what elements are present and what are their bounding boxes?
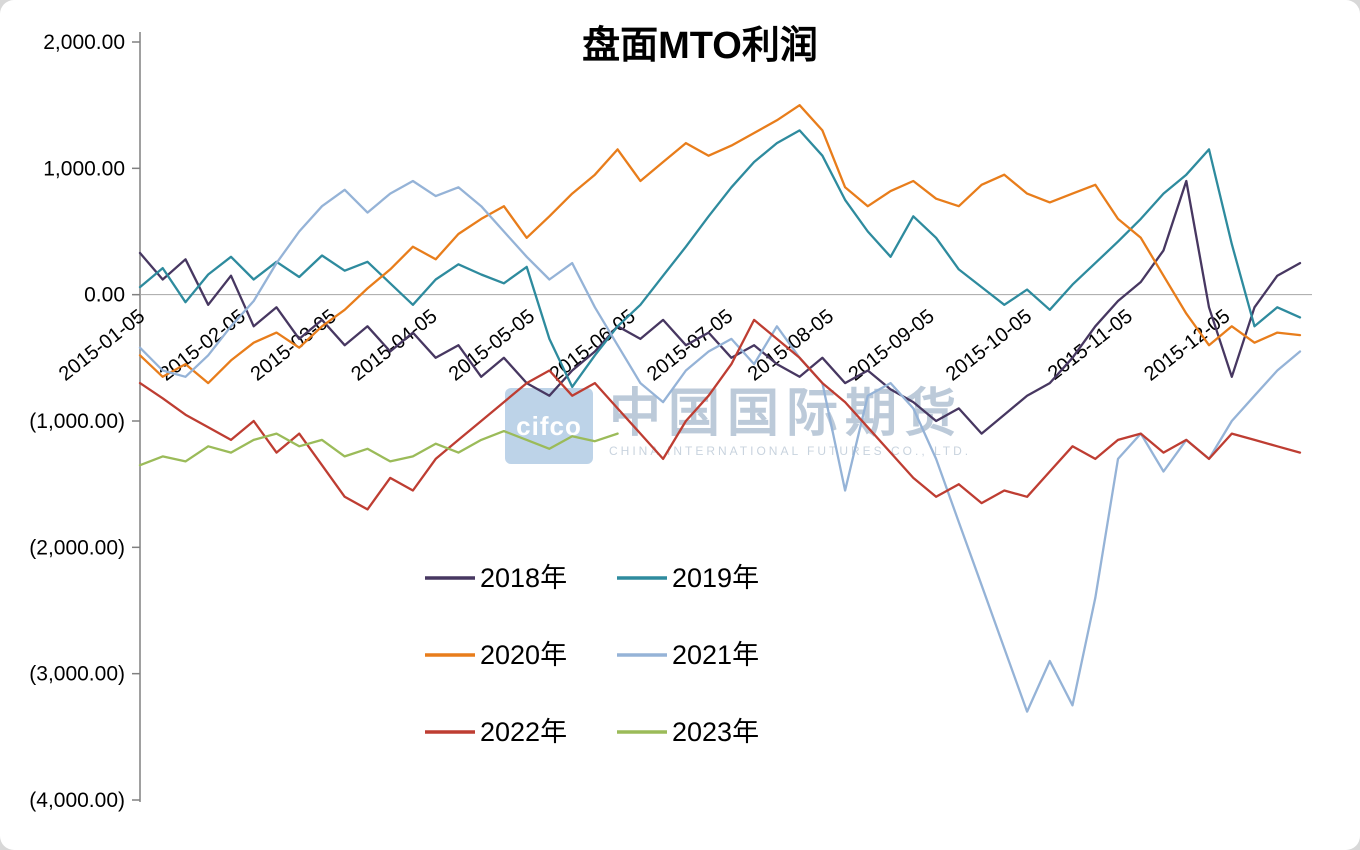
series-line-2022年 — [138, 318, 1302, 511]
y-axis-tick-label: (4,000.00) — [29, 789, 125, 812]
legend-label: 2019年 — [672, 563, 759, 593]
y-axis-tick-label: 0.00 — [84, 284, 125, 307]
y-axis-tick-label: 1,000.00 — [43, 157, 125, 180]
y-axis-tick-label: (3,000.00) — [29, 663, 125, 686]
legend-label: 2023年 — [672, 717, 759, 747]
y-axis-tick-label: (2,000.00) — [29, 536, 125, 559]
series-line-2019年 — [138, 129, 1302, 389]
series-line-2023年 — [138, 429, 619, 467]
series-line-2020年 — [138, 104, 1302, 385]
legend-label: 2018年 — [480, 563, 567, 593]
y-axis-tick-label: (1,000.00) — [29, 410, 125, 433]
y-axis-tick-label: 2,000.00 — [43, 31, 125, 54]
x-axis-tick-label: 2015-01-05 — [55, 305, 149, 385]
legend-label: 2020年 — [480, 640, 567, 670]
x-axis-tick-label: 2015-04-05 — [347, 305, 441, 385]
chart-title: 盘面MTO利润 — [582, 24, 818, 67]
watermark-english: CHINA INTERNATIONAL FUTURES CO., LTD. — [609, 444, 972, 458]
x-axis-tick-label: 2015-10-05 — [942, 305, 1036, 385]
cifco-logo-text: cifco — [516, 410, 582, 441]
series-line-2021年 — [138, 179, 1302, 713]
x-axis-tick-label: 2015-12-05 — [1140, 305, 1234, 385]
x-axis-tick-label: 2015-07-05 — [643, 305, 737, 385]
legend-label: 2021年 — [672, 640, 759, 670]
x-axis-tick-label: 2015-03-05 — [247, 305, 341, 385]
x-axis-tick-label: 2015-09-05 — [844, 305, 938, 385]
cifco-logo-icon: cifco — [505, 388, 593, 464]
legend-label: 2022年 — [480, 717, 567, 747]
